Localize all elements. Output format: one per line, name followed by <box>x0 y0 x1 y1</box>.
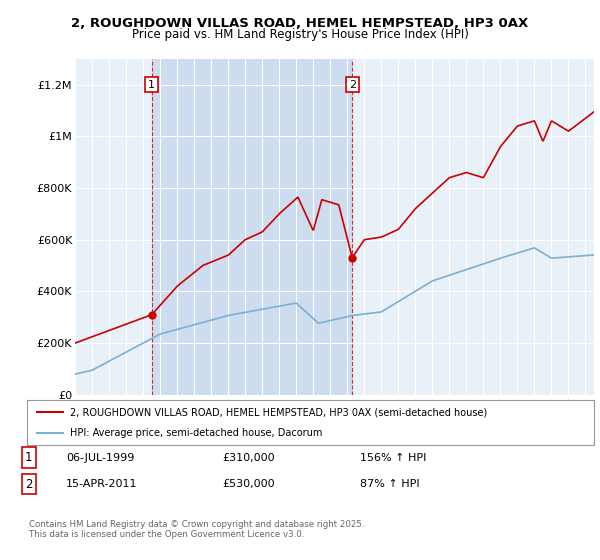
Text: Price paid vs. HM Land Registry's House Price Index (HPI): Price paid vs. HM Land Registry's House … <box>131 28 469 41</box>
Text: 06-JUL-1999: 06-JUL-1999 <box>66 452 134 463</box>
Text: 2, ROUGHDOWN VILLAS ROAD, HEMEL HEMPSTEAD, HP3 0AX (semi-detached house): 2, ROUGHDOWN VILLAS ROAD, HEMEL HEMPSTEA… <box>70 408 487 418</box>
Text: 156% ↑ HPI: 156% ↑ HPI <box>360 452 427 463</box>
Text: 87% ↑ HPI: 87% ↑ HPI <box>360 479 419 489</box>
Text: 1: 1 <box>25 451 32 464</box>
Text: 2: 2 <box>25 478 32 491</box>
Text: 1: 1 <box>148 80 155 90</box>
Text: 15-APR-2011: 15-APR-2011 <box>66 479 137 489</box>
Bar <box>152 59 352 395</box>
Text: 2, ROUGHDOWN VILLAS ROAD, HEMEL HEMPSTEAD, HP3 0AX: 2, ROUGHDOWN VILLAS ROAD, HEMEL HEMPSTEA… <box>71 17 529 30</box>
Text: £310,000: £310,000 <box>222 452 275 463</box>
Text: £530,000: £530,000 <box>222 479 275 489</box>
Text: Contains HM Land Registry data © Crown copyright and database right 2025.
This d: Contains HM Land Registry data © Crown c… <box>29 520 364 539</box>
Text: HPI: Average price, semi-detached house, Dacorum: HPI: Average price, semi-detached house,… <box>70 428 322 438</box>
Text: 2: 2 <box>349 80 356 90</box>
